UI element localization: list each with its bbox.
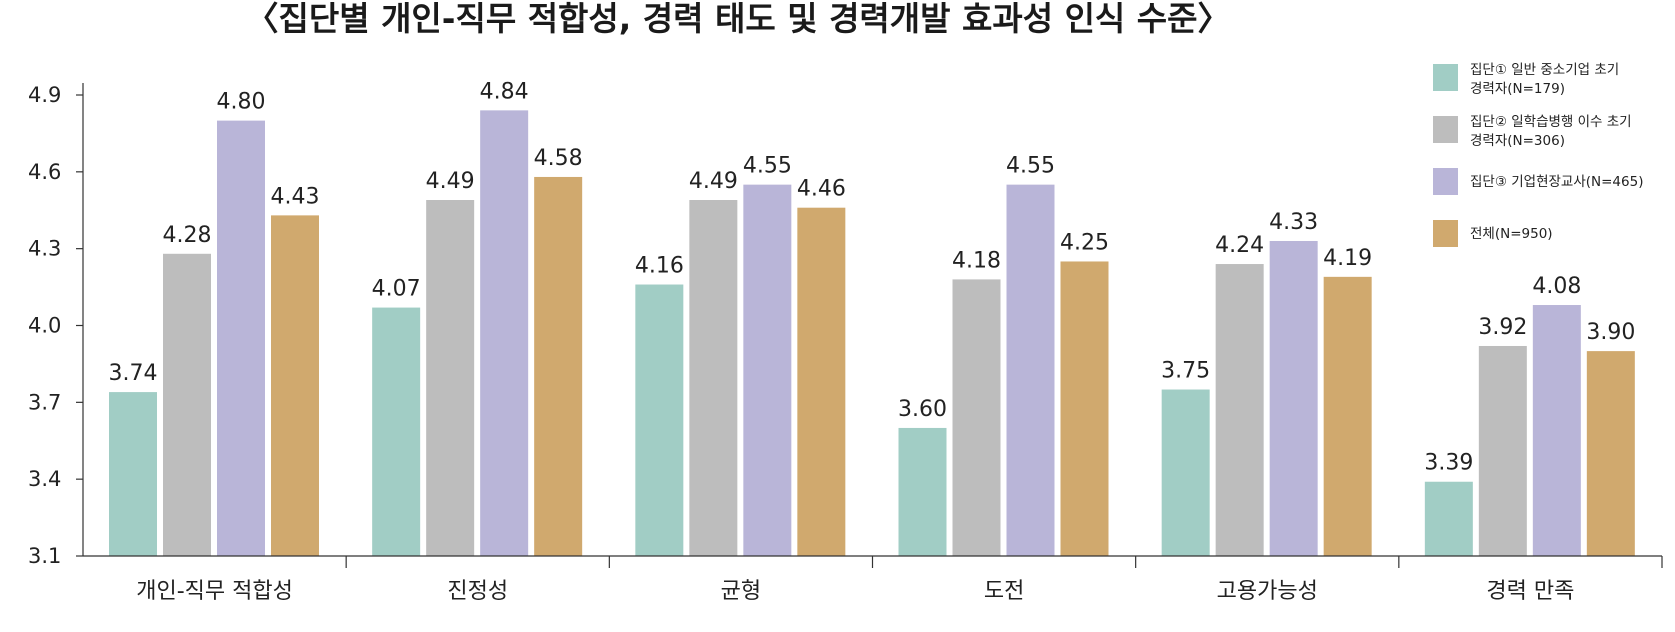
bar-value-label: 4.18 (952, 248, 1001, 273)
x-category-label: 도전 (984, 579, 1024, 604)
x-category-label: 경력 만족 (1486, 579, 1574, 604)
legend-swatch (1433, 220, 1458, 247)
bar (109, 392, 157, 556)
bar-value-label: 4.08 (1532, 274, 1581, 299)
y-tick-label: 3.1 (28, 544, 61, 568)
bar (534, 176, 583, 556)
bar-value-label: 3.74 (109, 361, 158, 386)
bar (743, 184, 792, 556)
bar (1269, 240, 1318, 556)
bar-value-label: 4.46 (797, 177, 846, 202)
y-tick-label: 4.9 (28, 83, 61, 107)
y-tick-label: 4.3 (28, 237, 61, 261)
bar (217, 120, 265, 556)
bar (1586, 351, 1635, 556)
bar-value-label: 4.49 (689, 169, 738, 194)
x-category-label: 균형 (721, 579, 761, 604)
chart-title: 〈집단별 개인-직무 적합성, 경력 태도 및 경력개발 효과성 인식 수준〉 (246, 0, 1231, 38)
legend-label: 경력자(N=306) (1470, 133, 1565, 149)
legend-label: 전체(N=950) (1470, 226, 1553, 242)
bars-group: 3.74 4.07 4.16 3.60 3.75 3.39 4.28 4.49 4.49 4.18… (109, 79, 1635, 557)
bar-value-label: 3.60 (898, 397, 947, 422)
bar-value-label: 3.75 (1161, 359, 1210, 384)
x-axis: 개인-직무 적합성 진정성 균형 도전 고용가능성 경력 만족 (83, 555, 1663, 604)
y-tick-label: 3.7 (28, 390, 61, 414)
bar-value-label: 4.55 (743, 154, 792, 179)
bar (372, 307, 421, 556)
bar (952, 279, 1001, 556)
legend-swatch (1433, 64, 1458, 91)
x-category-label: 진정성 (447, 579, 508, 604)
bar-value-label: 4.84 (480, 79, 529, 104)
legend-label: 집단① 일반 중소기업 초기 (1470, 62, 1619, 78)
bar-value-label: 4.55 (1006, 154, 1055, 179)
y-tick-label: 3.4 (28, 467, 61, 491)
y-axis: 3.1 3.4 3.7 4.0 4.3 4.6 4.9 (28, 83, 84, 568)
x-category-label: 고용가능성 (1217, 579, 1318, 604)
bar (163, 253, 211, 557)
y-tick-label: 4.6 (28, 160, 61, 184)
bar (1532, 305, 1581, 556)
bar-value-label: 4.49 (426, 169, 475, 194)
bar-value-label: 3.39 (1424, 451, 1473, 476)
bar (1323, 276, 1372, 556)
bar (1424, 481, 1473, 556)
bar (1478, 345, 1527, 556)
y-tick-label: 4.0 (28, 314, 61, 338)
bar (898, 427, 947, 556)
bar (1161, 389, 1210, 556)
legend-swatch (1433, 116, 1458, 143)
bar-value-label: 4.28 (163, 223, 212, 248)
x-category-label: 개인-직무 적합성 (136, 579, 293, 604)
bar (426, 200, 475, 556)
bar (1006, 184, 1055, 556)
bar (689, 200, 738, 556)
bar (1215, 264, 1264, 556)
legend-label: 집단③ 기업현장교사(N=465) (1470, 174, 1643, 190)
bar-value-label: 4.25 (1060, 230, 1109, 255)
bar (271, 215, 319, 556)
bar (797, 207, 846, 556)
bar-value-label: 3.90 (1586, 320, 1635, 345)
bar (635, 284, 684, 556)
bar (1060, 261, 1109, 556)
bar-value-label: 4.07 (372, 277, 421, 302)
legend-label: 경력자(N=179) (1470, 81, 1565, 97)
bar (480, 110, 529, 556)
bar-value-label: 4.24 (1215, 233, 1264, 258)
bar-value-label: 4.19 (1323, 246, 1372, 271)
legend-swatch (1433, 168, 1458, 195)
bar-value-label: 4.16 (635, 254, 684, 279)
bar-value-label: 4.80 (217, 90, 266, 115)
bar-value-label: 4.43 (271, 184, 320, 209)
bar-value-label: 3.92 (1478, 315, 1527, 340)
bar-value-label: 4.58 (534, 146, 583, 171)
legend-label: 집단② 일학습병행 이수 초기 (1470, 114, 1632, 130)
bar-value-label: 4.33 (1269, 210, 1318, 235)
